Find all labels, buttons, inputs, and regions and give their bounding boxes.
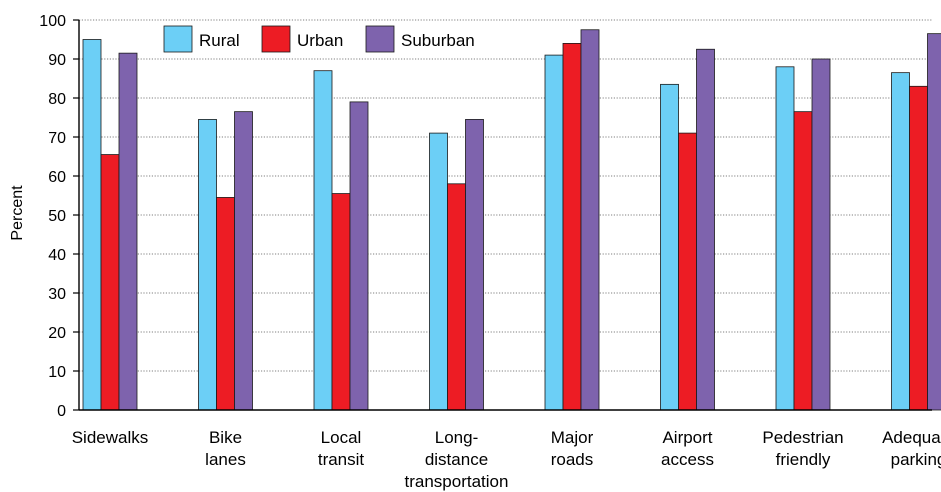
x-category-label: transportation bbox=[405, 472, 509, 491]
x-category-label: Bike bbox=[209, 428, 242, 447]
y-tick-label: 80 bbox=[48, 91, 66, 108]
x-category-label: Long- bbox=[435, 428, 478, 447]
bar-urban bbox=[447, 183, 466, 411]
x-category-label: parking bbox=[891, 450, 941, 469]
x-category-label: roads bbox=[551, 450, 594, 469]
bar-urban bbox=[678, 132, 697, 411]
y-axis-label: Percent bbox=[9, 185, 26, 241]
y-tick-label: 10 bbox=[48, 364, 66, 381]
x-category-label: access bbox=[661, 450, 714, 469]
legend-label-urban: Urban bbox=[297, 31, 343, 50]
x-category-label: Adequate bbox=[882, 428, 941, 447]
bar-urban bbox=[100, 154, 120, 411]
x-category-label: Major bbox=[551, 428, 594, 447]
bar-rural bbox=[82, 39, 102, 411]
legend-swatch-suburban bbox=[365, 25, 395, 53]
y-tick-label: 0 bbox=[57, 403, 66, 420]
x-category-label: Airport bbox=[662, 428, 712, 447]
y-tick-label: 20 bbox=[48, 325, 66, 342]
bar-suburban bbox=[118, 52, 138, 411]
category-labels: Sidewalks Bike lanes Local transit Long-dista… bbox=[72, 428, 941, 491]
y-tick-label: 100 bbox=[39, 13, 66, 30]
bar-rural bbox=[660, 83, 679, 411]
legend-swatch-rural bbox=[163, 25, 193, 53]
y-tick-labels: 0 10 20 30 40 50 60 70 80 90 100 bbox=[39, 13, 79, 420]
x-category-label: friendly bbox=[776, 450, 831, 469]
bar-suburban bbox=[465, 119, 484, 411]
bar-suburban bbox=[811, 58, 831, 411]
bars bbox=[82, 29, 941, 411]
x-category-label: Local bbox=[321, 428, 362, 447]
bar-suburban bbox=[696, 48, 715, 411]
bar-rural bbox=[429, 132, 448, 411]
y-tick-label: 60 bbox=[48, 169, 66, 186]
bar-rural bbox=[313, 70, 333, 411]
bar-urban bbox=[562, 43, 582, 411]
legend-swatch-urban bbox=[261, 25, 291, 53]
bar-rural bbox=[544, 54, 564, 411]
y-tick-label: 30 bbox=[48, 286, 66, 303]
x-category-label: lanes bbox=[205, 450, 246, 469]
x-category-label: transit bbox=[318, 450, 365, 469]
y-tick-label: 90 bbox=[48, 52, 66, 69]
bar-urban bbox=[793, 111, 813, 411]
bar-suburban bbox=[349, 101, 369, 411]
x-category-label: distance bbox=[425, 450, 488, 469]
bar-rural bbox=[198, 119, 217, 411]
bar-urban bbox=[216, 197, 235, 411]
x-category-label: Pedestrian bbox=[762, 428, 843, 447]
y-tick-label: 70 bbox=[48, 130, 66, 147]
bar-urban bbox=[331, 193, 351, 411]
legend-label-suburban: Suburban bbox=[401, 31, 475, 50]
bar-suburban bbox=[234, 111, 253, 411]
bar-rural bbox=[891, 72, 910, 411]
bar-rural bbox=[775, 66, 795, 411]
bar-urban bbox=[909, 85, 928, 411]
legend: Rural Urban Suburban bbox=[163, 25, 475, 53]
bar-suburban bbox=[580, 29, 600, 411]
y-tick-label: 40 bbox=[48, 247, 66, 264]
y-tick-label: 50 bbox=[48, 208, 66, 225]
legend-label-rural: Rural bbox=[199, 31, 240, 50]
x-category-label: Sidewalks bbox=[72, 428, 149, 447]
bar-suburban bbox=[927, 33, 941, 411]
gridlines bbox=[79, 19, 932, 372]
